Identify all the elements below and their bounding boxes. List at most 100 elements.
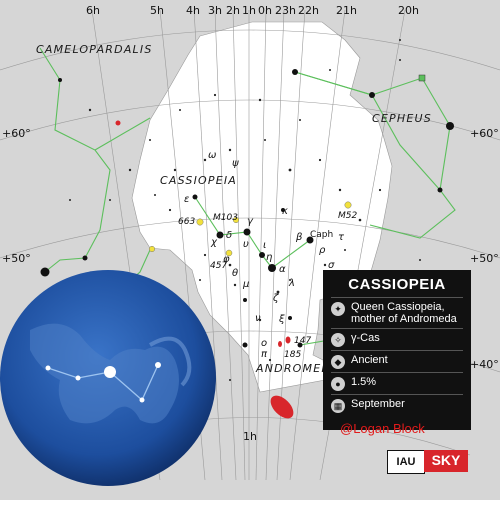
- info-row-mythology: ✦ Queen Cassiopeia, mother of Andromeda: [331, 297, 463, 328]
- globe-star-bright: [104, 366, 116, 378]
- cassiopeia-label: CASSIOPEIA: [160, 174, 237, 187]
- star-cluster-icon: ✦: [331, 302, 345, 316]
- caph-label: Caph: [310, 230, 333, 240]
- dec-labels: +60° +50° +60° +50° +40°: [2, 127, 499, 371]
- greek-label: ω: [208, 150, 216, 161]
- ngc185-galaxy: [278, 341, 282, 347]
- m103-label: M103: [213, 213, 238, 223]
- andromeda-star: [297, 342, 303, 348]
- greek-label: μ: [242, 279, 249, 290]
- ra-label: 21h: [336, 4, 357, 17]
- alpha-cas-star: [268, 264, 276, 272]
- greek-label: χ: [210, 237, 218, 248]
- perseus-cluster: [148, 245, 156, 253]
- globe-star: [75, 375, 81, 381]
- greek-label: β: [295, 232, 303, 243]
- info-row-text: γ-Cas: [351, 332, 380, 344]
- info-row-text: September: [351, 398, 405, 410]
- m103-cluster: [232, 216, 240, 224]
- gamma-cas-star: [243, 228, 251, 236]
- dec-label-right: +60°: [470, 127, 499, 140]
- deep-sky-objects: [115, 74, 426, 419]
- globe-star: [139, 397, 145, 403]
- globe-inset: [0, 270, 216, 486]
- credit-watermark: @Logan Block: [340, 421, 425, 436]
- cepheus-label: CEPHEUS: [372, 112, 432, 125]
- greek-label: υ: [243, 239, 249, 250]
- m52-cluster: [344, 201, 352, 209]
- calendar-icon: ▦: [331, 399, 345, 413]
- greek-label: δ: [226, 230, 232, 241]
- cassiopeia-stick-figure: [194, 196, 311, 269]
- sky-area-icon: ●: [331, 377, 345, 391]
- iau-logo: IAU: [387, 450, 425, 474]
- greek-label: τ: [338, 232, 345, 243]
- sky-telescope-logo: SKY: [424, 450, 468, 472]
- ra-label: 1h: [242, 4, 256, 17]
- omicron-cas-star: [242, 342, 248, 348]
- eta-cas-star: [259, 252, 265, 258]
- beta-cas-star: [306, 236, 314, 244]
- ra-label: 4h: [186, 4, 200, 17]
- info-row-area: ● 1.5%: [331, 372, 463, 394]
- cepheus-star: [369, 92, 375, 98]
- ra-label: 5h: [150, 4, 164, 17]
- camelopardalis-star: [82, 255, 88, 261]
- m52-label: M52: [338, 211, 357, 221]
- ra-labels: 6h 5h 4h 3h 2h 1h 0h 23h 22h 21h 20h 1h: [86, 4, 419, 443]
- greek-label: η: [266, 252, 272, 263]
- ngc185-label: 185: [284, 350, 301, 360]
- greek-label: θ: [232, 268, 238, 279]
- greek-label: λ: [288, 278, 295, 289]
- ra-label: 3h: [208, 4, 222, 17]
- delta-cas-star: [216, 231, 224, 239]
- epsilon-cas-star: [192, 194, 198, 200]
- info-row-text: Ancient: [351, 354, 388, 366]
- info-row-text: 1.5%: [351, 376, 377, 388]
- ancient-icon: ◆: [331, 355, 345, 369]
- ngc663-cluster: [196, 218, 204, 226]
- ra-label: 0h: [258, 4, 272, 17]
- ra-label: 20h: [398, 4, 419, 17]
- greek-label: σ: [328, 260, 335, 271]
- kappa-cas-star: [281, 208, 285, 212]
- ngc457-label: 457: [210, 261, 227, 271]
- greek-label: γ: [247, 216, 254, 227]
- cepheus-stick-figure: [294, 71, 456, 239]
- faint-stars: [69, 39, 462, 381]
- greek-label: α: [279, 264, 286, 275]
- camelopardalis-stick-figure: [94, 117, 151, 151]
- dec-label-right: +50°: [470, 252, 499, 265]
- ngc457-cluster: [225, 249, 233, 257]
- andromeda-galaxy: [270, 395, 294, 419]
- ngc147-galaxy: [285, 336, 291, 344]
- greek-label: ε: [184, 194, 190, 205]
- dec-label-left: +50°: [2, 252, 31, 265]
- greek-label: ο: [261, 338, 267, 349]
- ra-label: 22h: [298, 4, 319, 17]
- greek-label: ξ: [278, 314, 285, 325]
- dec-label-left: +60°: [2, 127, 31, 140]
- alderamin-star: [446, 122, 454, 130]
- info-card-title: CASSIOPEIA: [348, 276, 446, 293]
- globe-star: [155, 362, 161, 368]
- zeta-cas-star: [243, 298, 247, 302]
- red-star: [115, 120, 121, 126]
- ra-label: 6h: [86, 4, 100, 17]
- camelopardalis-star: [58, 78, 62, 82]
- info-row-brightest-star: ✧ γ-Cas: [331, 328, 463, 350]
- ra-label: 2h: [226, 4, 240, 17]
- deep-sky-labels: M103 M52 663 457 147 185: [178, 211, 357, 360]
- camelopardalis-star: [40, 267, 50, 277]
- nu-cas-star: [288, 316, 292, 320]
- greek-label: ν: [255, 313, 261, 324]
- ra-label-bottom: 1h: [243, 430, 257, 443]
- ngc663-label: 663: [178, 217, 195, 227]
- gamma-star-icon: ✧: [331, 333, 345, 347]
- ngc147-label: 147: [294, 336, 311, 346]
- cepheus-star: [437, 187, 443, 193]
- camelopardalis-stick-figure: [39, 47, 111, 273]
- bright-stars: [40, 69, 454, 348]
